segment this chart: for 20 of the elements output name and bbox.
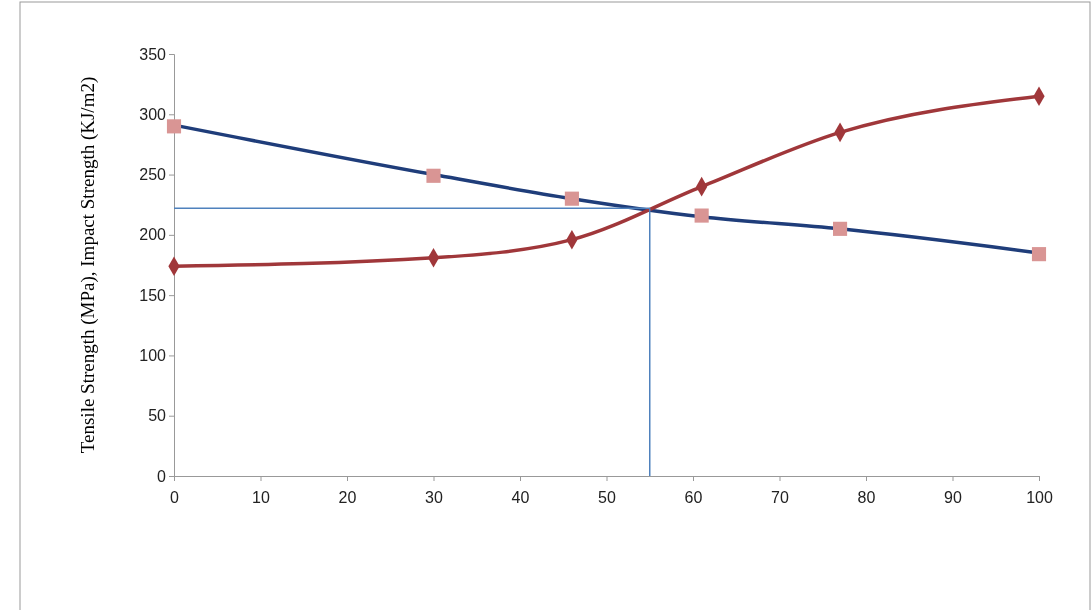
y-tick-label: 50	[148, 407, 167, 425]
x-tick-label: 30	[425, 489, 443, 507]
x-tick-label: 10	[252, 489, 270, 507]
y-tick-label: 0	[157, 467, 167, 485]
x-tick-label: 80	[857, 489, 876, 507]
y-tick-label: 100	[139, 347, 167, 365]
x-tick-label: 50	[598, 489, 616, 507]
y-tick-label: 200	[139, 226, 167, 244]
y-axis-title: Tensile Strength (MPa), Impact Strength (KJ/m2)	[77, 76, 99, 454]
x-tick-label: 100	[1026, 489, 1053, 507]
x-tick-label: 90	[944, 489, 962, 507]
x-tick-label: 20	[338, 489, 357, 507]
x-tick-label: 0	[170, 489, 180, 507]
x-tick-label: 40	[511, 489, 530, 507]
y-tick-label: 350	[139, 45, 167, 63]
y-tick-label: 150	[139, 286, 167, 304]
x-tick-label: 60	[684, 489, 703, 507]
y-tick-label: 250	[139, 166, 167, 184]
x-tick-label: 70	[771, 489, 789, 507]
y-tick-label: 300	[139, 105, 167, 123]
